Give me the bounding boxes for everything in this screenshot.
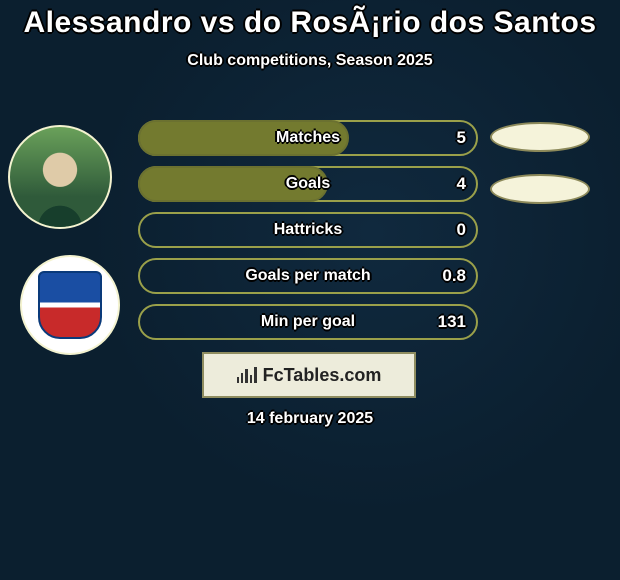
stat-label: Goals per match xyxy=(138,258,478,294)
stat-row: Matches5 xyxy=(138,120,478,156)
club-crest xyxy=(20,255,120,355)
comparison-oval-2 xyxy=(490,174,590,204)
stat-row: Goals per match0.8 xyxy=(138,258,478,294)
bar-chart-icon xyxy=(237,367,257,383)
stat-row: Goals4 xyxy=(138,166,478,202)
logo-text: FcTables.com xyxy=(263,365,382,386)
comparison-oval-1 xyxy=(490,122,590,152)
stat-row: Hattricks0 xyxy=(138,212,478,248)
stat-label: Matches xyxy=(138,120,478,156)
subtitle: Club competitions, Season 2025 xyxy=(0,52,620,70)
page-title: Alessandro vs do RosÃ¡rio dos Santos xyxy=(0,0,620,40)
stat-value: 5 xyxy=(457,120,466,156)
stat-row: Min per goal131 xyxy=(138,304,478,340)
stat-label: Min per goal xyxy=(138,304,478,340)
stats-rows: Matches5Goals4Hattricks0Goals per match0… xyxy=(138,120,478,350)
stat-label: Hattricks xyxy=(138,212,478,248)
stat-value: 4 xyxy=(457,166,466,202)
player-avatar xyxy=(8,125,112,229)
stat-value: 131 xyxy=(438,304,466,340)
stat-value: 0.8 xyxy=(442,258,466,294)
fctables-logo[interactable]: FcTables.com xyxy=(202,352,416,398)
stats-card: Alessandro vs do RosÃ¡rio dos Santos Clu… xyxy=(0,0,620,580)
stat-value: 0 xyxy=(457,212,466,248)
generated-date: 14 february 2025 xyxy=(0,410,620,428)
stat-label: Goals xyxy=(138,166,478,202)
